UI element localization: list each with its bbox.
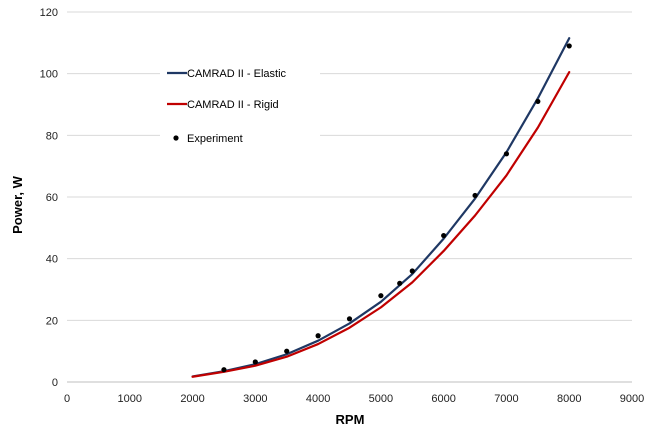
experiment-point	[409, 268, 415, 274]
x-tick-label: 9000	[620, 393, 644, 405]
x-tick-label: 7000	[494, 393, 518, 405]
y-tick-label: 80	[46, 130, 58, 142]
experiment-point	[284, 348, 290, 354]
y-tick-label: 60	[46, 192, 58, 204]
axes: 0 20 40 60 80 100 120 0 1000 2000 3000 4000 5000 6000…	[40, 7, 645, 405]
y-tick-label: 100	[40, 69, 58, 81]
experiment-point	[472, 192, 478, 199]
experiment-point	[346, 316, 353, 322]
y-tick-label: 40	[46, 254, 58, 266]
experiment-point	[252, 359, 258, 365]
series-line-1	[191, 71, 571, 378]
legend-label: Experiment	[187, 133, 243, 145]
legend-label: CAMRAD II - Rigid	[187, 99, 279, 111]
experiment-point	[503, 151, 510, 157]
experiment-point	[566, 43, 572, 49]
x-axis-title: RPM	[336, 412, 365, 427]
x-tick-label: 4000	[306, 393, 330, 405]
experiment-point	[378, 293, 384, 299]
x-tick-label: 0	[64, 393, 70, 405]
y-tick-label: 120	[40, 7, 58, 19]
y-axis-title: Power, W	[10, 175, 25, 234]
experiment-point	[221, 367, 227, 373]
y-tick-label: 20	[46, 315, 58, 327]
x-tick-label: 6000	[431, 393, 455, 405]
legend: CAMRAD II - Elastic CAMRAD II - Rigid Expe…	[160, 58, 320, 156]
experiment-point	[315, 333, 321, 339]
legend-swatch-marker	[173, 135, 179, 141]
experiment-point	[441, 232, 447, 239]
experiment-point	[535, 98, 541, 105]
series-layer	[191, 37, 572, 378]
x-tick-label: 8000	[557, 393, 581, 405]
x-tick-label: 2000	[180, 393, 204, 405]
y-tick-label: 0	[52, 377, 58, 389]
legend-box	[160, 58, 320, 156]
x-tick-label: 3000	[243, 393, 267, 405]
experiment-point	[397, 280, 403, 286]
x-tick-label: 5000	[369, 393, 393, 405]
legend-label: CAMRAD II - Elastic	[187, 68, 287, 80]
x-tick-label: 1000	[118, 393, 142, 405]
